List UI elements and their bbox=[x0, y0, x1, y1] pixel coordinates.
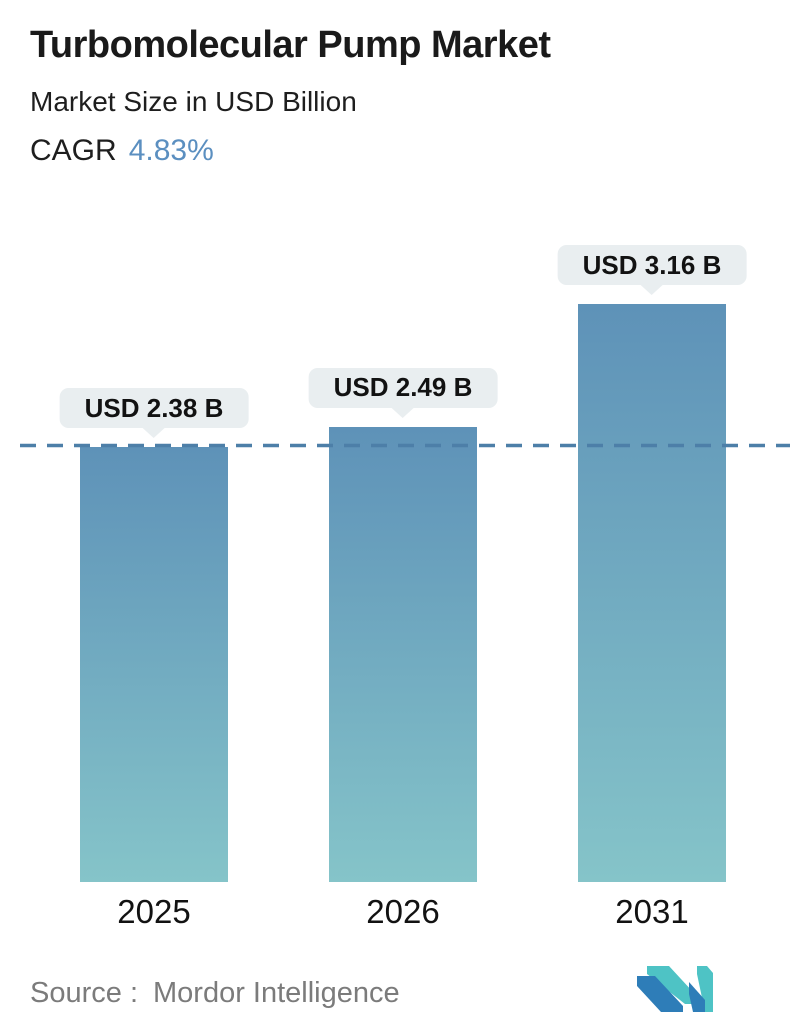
value-callout-2026: USD 2.49 B bbox=[308, 367, 498, 408]
bar-2031[interactable] bbox=[578, 304, 726, 882]
x-axis-label-2026: 2026 bbox=[366, 893, 440, 930]
cagr-label: CAGR bbox=[30, 134, 117, 167]
value-label-2031: USD 3.16 B bbox=[582, 249, 722, 280]
value-label-2026: USD 2.49 B bbox=[333, 372, 473, 403]
bar-column-2031: USD 3.16 B 2031 bbox=[557, 0, 747, 1034]
page-title: Turbomolecular Pump Market bbox=[30, 24, 551, 66]
source-value: Mordor Intelligence bbox=[153, 977, 400, 1009]
value-label-2025: USD 2.38 B bbox=[84, 392, 224, 423]
value-callout-2025: USD 2.38 B bbox=[59, 388, 249, 428]
cagr-value: 4.83% bbox=[128, 134, 214, 167]
mordor-intelligence-logo bbox=[637, 966, 713, 1012]
source-label: Source : bbox=[30, 977, 138, 1009]
x-axis-label-2025: 2025 bbox=[117, 893, 191, 930]
value-callout-2031: USD 3.16 B bbox=[557, 245, 747, 286]
reference-dashed-line bbox=[20, 443, 790, 447]
bar-column-2025: USD 2.38 B 2025 bbox=[59, 0, 249, 1034]
cagr-line: CAGR 4.83% bbox=[30, 134, 214, 168]
bar-2025[interactable] bbox=[80, 447, 228, 882]
source-line: Source : Mordor Intelligence bbox=[30, 977, 400, 1010]
bar-2026[interactable] bbox=[329, 426, 477, 882]
x-axis-label-2031: 2031 bbox=[615, 893, 689, 930]
bar-column-2026: USD 2.49 B 2026 bbox=[308, 0, 498, 1034]
chart-subtitle: Market Size in USD Billion bbox=[30, 86, 357, 117]
